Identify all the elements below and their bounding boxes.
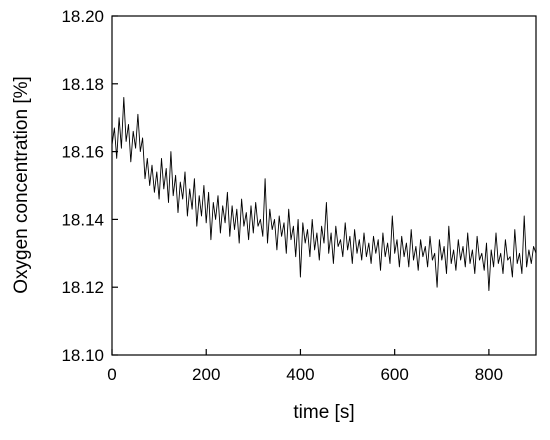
y-axis-ticks: 18.10 18.12 18.14 18.16 18.18 18.20 [61, 7, 118, 365]
x-tick-label: 800 [475, 365, 503, 384]
y-tick-label: 18.20 [61, 7, 104, 26]
y-axis-label: Oxygen concentration [%] [11, 76, 32, 294]
plot-frame [111, 15, 537, 356]
y-tick-label: 18.10 [61, 346, 104, 365]
series-line [111, 96, 537, 292]
x-tick-label: 0 [107, 365, 116, 384]
y-tick-label: 18.16 [61, 143, 104, 162]
y-tick-label: 18.12 [61, 278, 104, 297]
x-tick-label: 600 [380, 365, 408, 384]
y-tick-label: 18.18 [61, 75, 104, 94]
y-tick-label: 18.14 [61, 210, 104, 229]
x-tick-label: 200 [192, 365, 220, 384]
x-tick-label: 400 [286, 365, 314, 384]
x-axis-ticks: 0 200 400 600 800 [107, 349, 503, 384]
x-axis-label: time [s] [293, 402, 354, 423]
